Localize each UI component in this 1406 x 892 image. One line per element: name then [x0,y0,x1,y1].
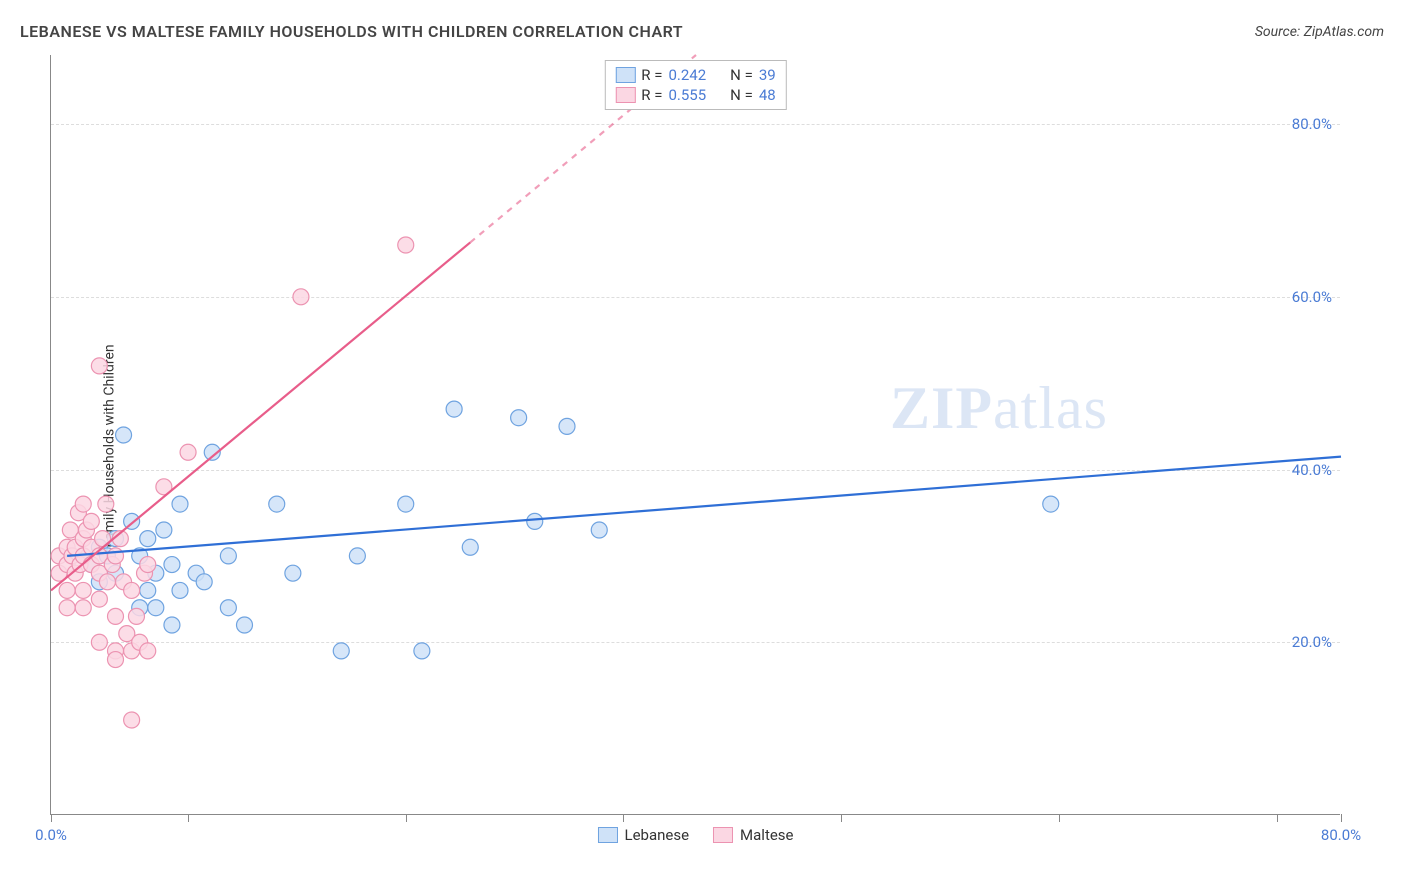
data-point [128,608,144,624]
x-tick-label: 0.0% [35,826,67,844]
legend-swatch [597,827,617,843]
legend-series-item: Maltese [713,826,793,844]
data-point [91,591,107,607]
data-point [59,600,75,616]
data-point [124,582,140,598]
data-point [140,531,156,547]
legend-n-value: 48 [759,86,776,104]
legend-row: R = 0.555 N = 48 [615,85,775,105]
data-point [414,643,430,659]
data-point [196,574,212,590]
legend-n-label: N = [730,66,753,84]
data-point [99,574,115,590]
chart-title: LEBANESE VS MALTESE FAMILY HOUSEHOLDS WI… [20,22,683,41]
legend-series-label: Maltese [740,826,793,844]
legend-n-label: N = [730,86,753,104]
x-tick [1277,814,1278,822]
data-point [83,513,99,529]
legend-swatch [615,67,635,83]
data-point [349,548,365,564]
x-tick [623,814,624,822]
plot-area: ZIPatlas 20.0%40.0%60.0%80.0% R =0.242N … [50,55,1340,815]
legend-r-label: R = [641,66,662,84]
data-point [164,617,180,633]
data-point [75,496,91,512]
data-point [108,608,124,624]
data-point [398,496,414,512]
x-tick-label: 80.0% [1321,826,1361,844]
data-point [164,557,180,573]
x-tick [841,814,842,822]
data-point [220,548,236,564]
data-point [140,557,156,573]
data-point [559,418,575,434]
data-point [398,237,414,253]
legend-r-label: R = [641,86,662,104]
data-point [140,582,156,598]
legend-series-label: Lebanese [624,826,689,844]
legend-r-value: 0.555 [668,86,706,104]
data-point [591,522,607,538]
legend-swatch [713,827,733,843]
data-point [333,643,349,659]
data-point [59,582,75,598]
data-point [91,634,107,650]
data-point [269,496,285,512]
data-point [148,600,164,616]
data-point [285,565,301,581]
scatter-svg [51,55,1340,814]
data-point [446,401,462,417]
data-point [293,289,309,305]
legend-r-value: 0.242 [668,66,706,84]
data-point [172,496,188,512]
legend-correlation: R = 0.242 N = 39 R = 0.555 N = 48 [604,60,786,110]
data-point [156,522,172,538]
data-point [220,600,236,616]
data-point [140,643,156,659]
data-point [172,582,188,598]
data-point [180,444,196,460]
data-point [237,617,253,633]
data-point [75,600,91,616]
data-point [91,358,107,374]
data-point [108,652,124,668]
x-tick [188,814,189,822]
data-point [75,582,91,598]
x-tick [1341,814,1342,822]
trend-line [51,242,470,590]
legend-row: R = 0.242 N = 39 [615,65,775,85]
x-tick [1059,814,1060,822]
legend-series-item: Lebanese [597,826,689,844]
data-point [124,712,140,728]
x-tick [406,814,407,822]
data-point [116,427,132,443]
data-point [98,496,114,512]
data-point [1043,496,1059,512]
chart-source: Source: ZipAtlas.com [1255,24,1384,40]
data-point [527,513,543,529]
legend-series: Lebanese Maltese [597,826,793,844]
legend-n-value: 39 [759,66,776,84]
x-tick [51,814,52,822]
data-point [462,539,478,555]
correlation-chart: LEBANESE VS MALTESE FAMILY HOUSEHOLDS WI… [0,0,1406,892]
trend-line [67,457,1341,556]
data-point [108,548,124,564]
data-point [511,410,527,426]
legend-swatch [615,87,635,103]
